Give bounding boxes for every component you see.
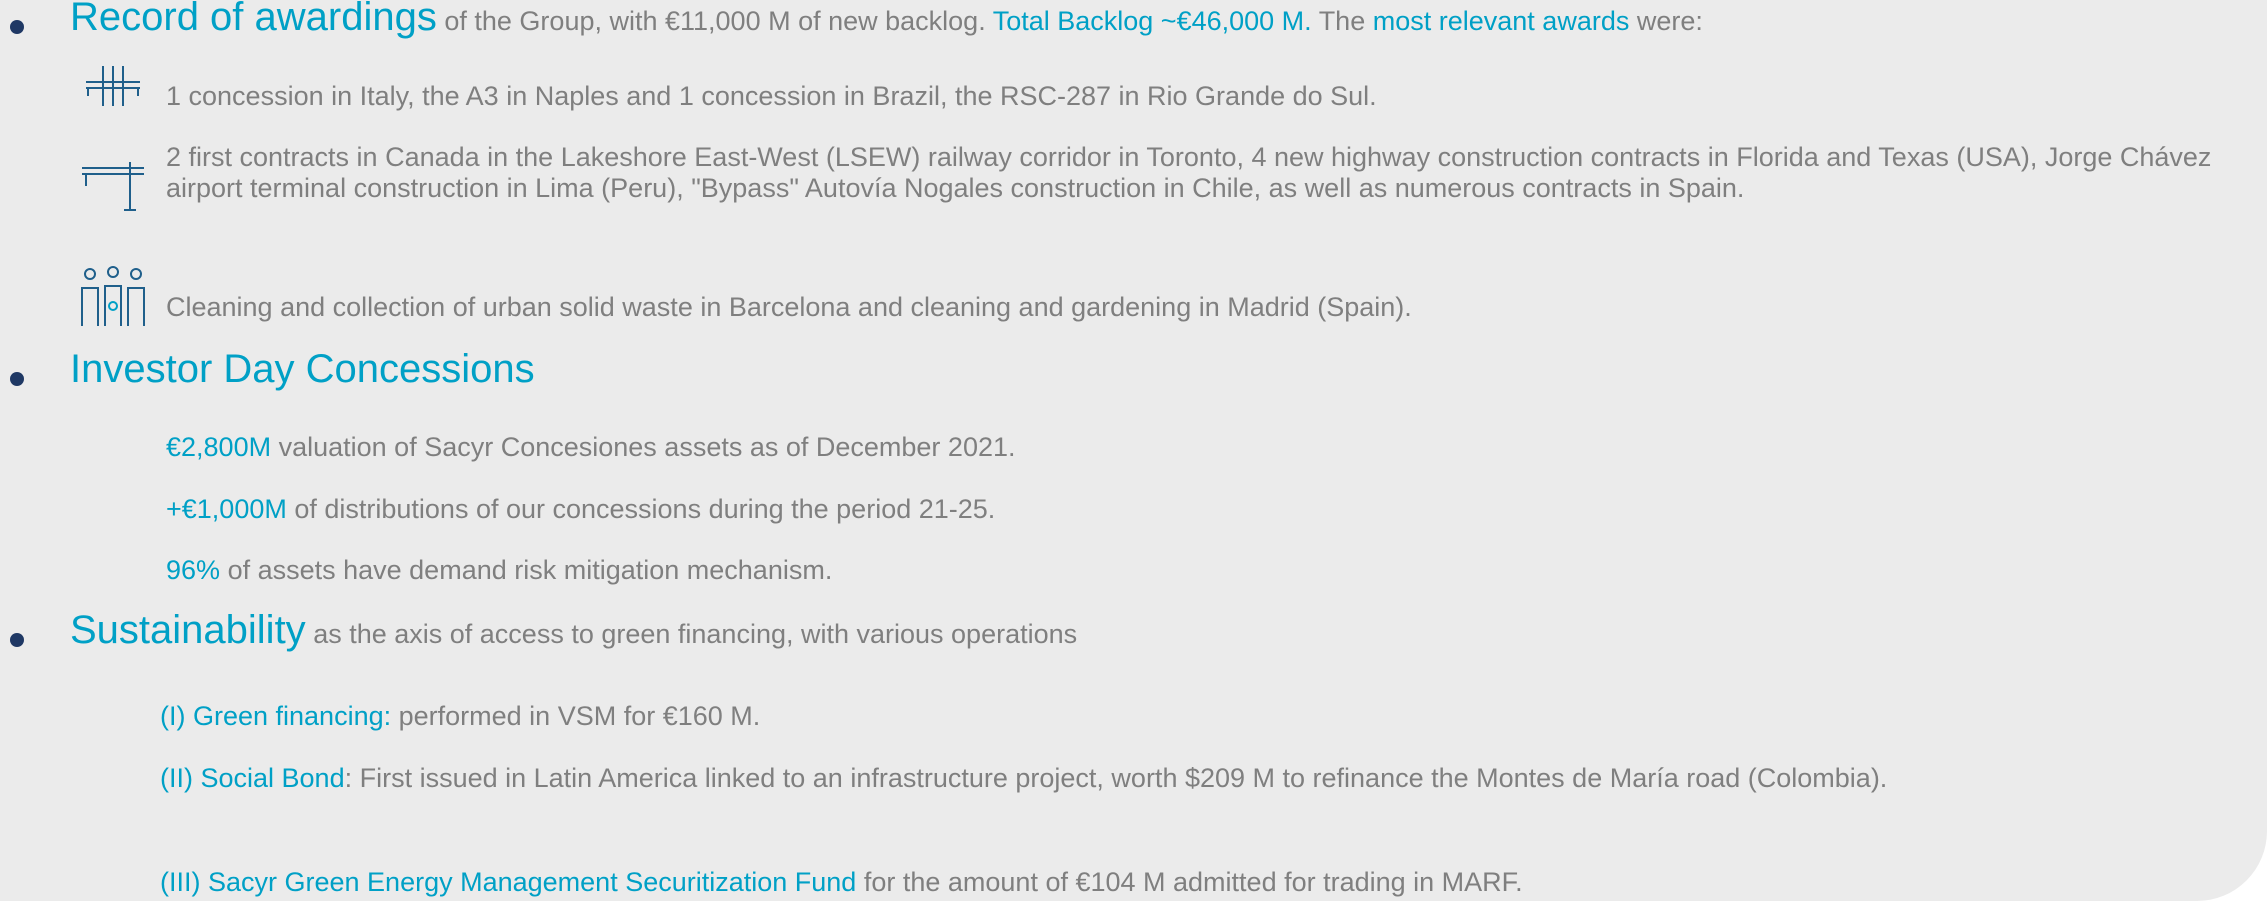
highlight: (II) Social Bond <box>160 763 345 793</box>
people-icon <box>81 266 145 326</box>
item: +€1,000M of distributions of our concess… <box>166 494 995 525</box>
construction-icon <box>82 162 144 211</box>
heading: Sustainability <box>70 608 306 652</box>
highlight: (III) Sacyr Green Energy Management Secu… <box>160 867 857 897</box>
text: valuation of Sacyr Concesiones assets as… <box>278 432 1016 462</box>
bridge-icon <box>86 66 140 106</box>
text: The <box>1318 6 1366 36</box>
item: 96% of assets have demand risk mitigatio… <box>166 555 832 586</box>
item: (II) Social Bond: First issued in Latin … <box>160 763 2240 794</box>
item: Cleaning and collection of urban solid w… <box>166 292 1412 322</box>
item: €2,800M valuation of Sacyr Concesiones a… <box>166 432 1016 463</box>
section-line: Record of awardings of the Group, with €… <box>70 0 1703 39</box>
item: (I) Green financing: performed in VSM fo… <box>160 701 760 732</box>
bullet <box>10 372 24 386</box>
highlight: +€1,000M <box>166 494 287 524</box>
heading: Investor Day Concessions <box>70 347 535 391</box>
section-line: Investor Day Concessions <box>70 349 535 389</box>
text: as the axis of access to green financing… <box>313 619 1078 649</box>
highlight: (I) Green financing: <box>160 701 392 731</box>
item: (III) Sacyr Green Energy Management Secu… <box>160 867 1523 898</box>
text: most relevant awards <box>1372 6 1630 36</box>
bullet <box>10 633 24 647</box>
text: Total Backlog ~€46,000 M. <box>992 6 1312 36</box>
heading: Record of awardings <box>70 0 437 39</box>
section-line: Sustainability as the axis of access to … <box>70 610 1078 650</box>
bullet <box>10 20 24 34</box>
text: of the Group, with €11,000 M of new back… <box>444 6 986 36</box>
highlight: €2,800M <box>166 432 272 462</box>
highlight: 96% <box>166 555 221 585</box>
text: for the amount of €104 M admitted for tr… <box>863 867 1523 897</box>
item: 1 concession in Italy, the A3 in Naples … <box>166 81 1377 111</box>
text: of assets have demand risk mitigation me… <box>227 555 833 585</box>
text: were: <box>1636 6 1703 36</box>
text: : First issued in Latin America linked t… <box>344 763 1888 793</box>
text: of distributions of our concessions duri… <box>294 494 996 524</box>
item: 2 first contracts in Canada in the Lakes… <box>166 142 2212 203</box>
text: performed in VSM for €160 M. <box>398 701 761 731</box>
